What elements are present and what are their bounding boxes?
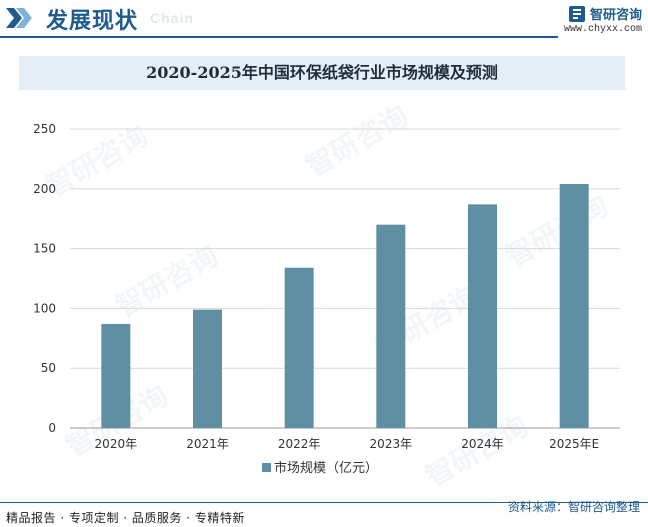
y-tick-label: 50 [41,361,56,375]
bar-2 [193,309,222,428]
y-tick-label: 250 [33,122,56,136]
y-tick-label: 0 [48,421,56,435]
y-tick-label: 150 [33,242,56,256]
bar-6 [559,184,589,428]
x-tick-label: 2024年 [461,437,504,451]
x-tick-label: 2023年 [370,437,413,451]
y-tick-label: 200 [33,182,56,196]
chevron-arrows-icon [6,8,32,28]
bar-5 [468,204,497,428]
y-tick-label: 100 [33,301,56,315]
brand-url: www.chyxx.com [563,24,642,35]
x-tick-label: 2025年E [549,437,599,451]
section-title: 发展现状 [46,8,139,34]
bar-4 [376,224,406,428]
brand: 智研咨询 www.chyxx.com [564,4,642,35]
brand-logo-icon [568,5,585,22]
header-divider [0,36,558,38]
footer-tagline: 精品报告 · 专项定制 · 品质服务 · 专精特新 [6,511,245,525]
source-note: 资料来源：智研咨询整理 [507,500,640,514]
x-tick-label: 2022年 [278,437,321,451]
bar-1 [101,323,131,428]
bar-3 [284,267,314,428]
x-tick-label: 2021年 [186,437,229,451]
brand-name: 智研咨询 [589,8,642,23]
footer-divider [0,502,648,503]
header: 发展现状 Chain 智研咨询 www.chyxx.com [0,0,648,40]
section-subtitle: Chain [150,10,194,26]
chart-title: 2020-2025年中国环保纸袋行业市场规模及预测 [19,56,625,90]
legend-swatch [262,463,271,472]
x-tick-label: 2020年 [95,437,138,451]
legend-label: 市场规模（亿元） [274,460,378,476]
